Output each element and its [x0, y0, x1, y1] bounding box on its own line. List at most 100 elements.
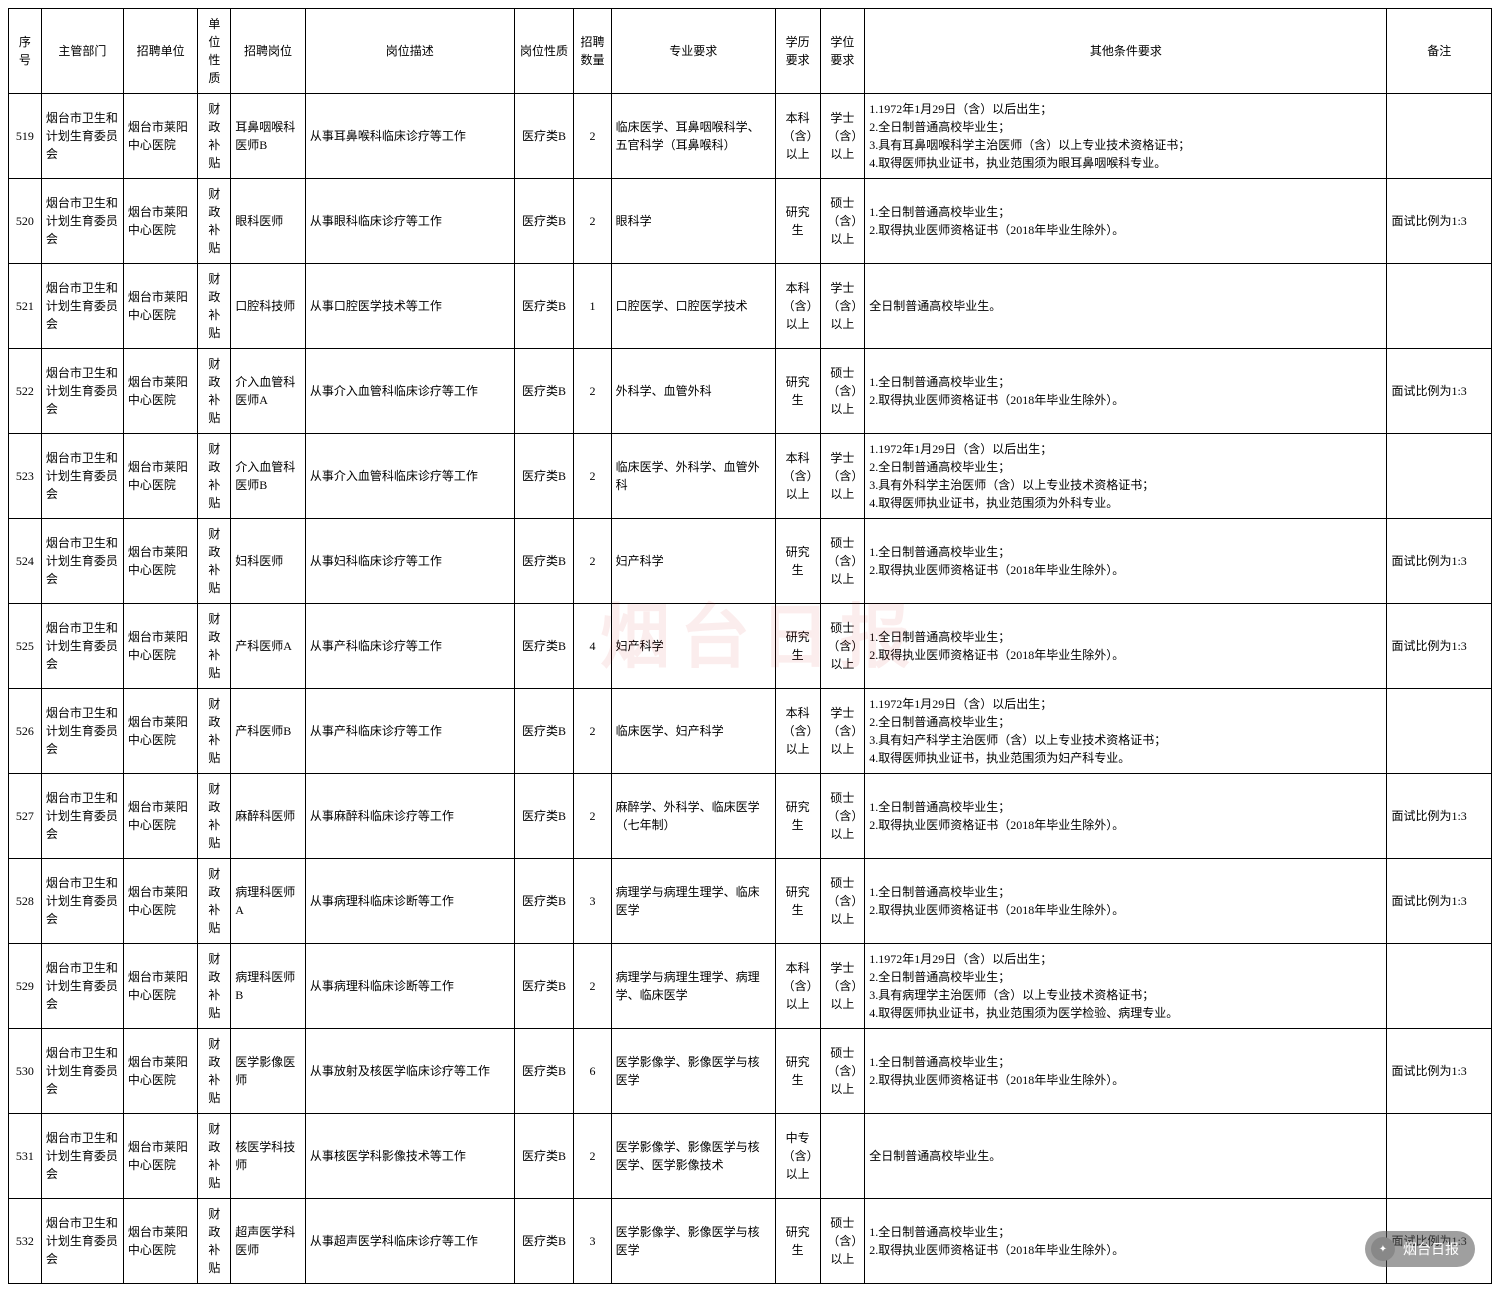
- cell-unit: 烟台市莱阳中心医院: [123, 349, 198, 434]
- cell-desc: 从事麻醉科临床诊疗等工作: [305, 774, 514, 859]
- cell-other: 1.全日制普通高校毕业生；2.取得执业医师资格证书（2018年毕业生除外）。: [865, 519, 1387, 604]
- cell-major: 医学影像学、影像医学与核医学: [611, 1029, 775, 1114]
- cell-other: 1.1972年1月29日（含）以后出生；2.全日制普通高校毕业生；3.具有外科学…: [865, 434, 1387, 519]
- cell-dept: 烟台市卫生和计划生育委员会: [41, 859, 123, 944]
- cell-count: 2: [574, 434, 611, 519]
- cell-edu: 本科（含）以上: [775, 689, 820, 774]
- cell-desc: 从事耳鼻喉科临床诊疗等工作: [305, 94, 514, 179]
- cell-unit: 烟台市莱阳中心医院: [123, 1114, 198, 1199]
- cell-desc: 从事放射及核医学临床诊疗等工作: [305, 1029, 514, 1114]
- cell-count: 1: [574, 264, 611, 349]
- cell-dept: 烟台市卫生和计划生育委员会: [41, 434, 123, 519]
- cell-count: 6: [574, 1029, 611, 1114]
- cell-degree: 学士（含）以上: [820, 94, 865, 179]
- cell-count: 3: [574, 1199, 611, 1284]
- cell-unit: 烟台市莱阳中心医院: [123, 1199, 198, 1284]
- cell-edu: 研究生: [775, 519, 820, 604]
- cell-remark: [1387, 944, 1492, 1029]
- cell-unit: 烟台市莱阳中心医院: [123, 1029, 198, 1114]
- cell-other: 1.全日制普通高校毕业生；2.取得执业医师资格证书（2018年毕业生除外）。: [865, 774, 1387, 859]
- cell-unit: 烟台市莱阳中心医院: [123, 689, 198, 774]
- col-position: 招聘岗位: [231, 9, 306, 94]
- cell-desc: 从事产科临床诊疗等工作: [305, 689, 514, 774]
- cell-unitType: 财政补贴: [198, 944, 231, 1029]
- cell-degree: 硕士（含）以上: [820, 349, 865, 434]
- cell-degree: [820, 1114, 865, 1199]
- cell-degree: 硕士（含）以上: [820, 1199, 865, 1284]
- cell-desc: 从事眼科临床诊疗等工作: [305, 179, 514, 264]
- cell-unitType: 财政补贴: [198, 264, 231, 349]
- cell-desc: 从事病理科临床诊断等工作: [305, 859, 514, 944]
- col-seq: 序号: [9, 9, 42, 94]
- table-row: 532烟台市卫生和计划生育委员会烟台市莱阳中心医院财政补贴超声医学科医师从事超声…: [9, 1199, 1492, 1284]
- cell-seq: 530: [9, 1029, 42, 1114]
- cell-major: 医学影像学、影像医学与核医学、医学影像技术: [611, 1114, 775, 1199]
- cell-dept: 烟台市卫生和计划生育委员会: [41, 1029, 123, 1114]
- cell-unitType: 财政补贴: [198, 774, 231, 859]
- cell-position: 产科医师A: [231, 604, 306, 689]
- table-row: 524烟台市卫生和计划生育委员会烟台市莱阳中心医院财政补贴妇科医师从事妇科临床诊…: [9, 519, 1492, 604]
- cell-major: 麻醉学、外科学、临床医学（七年制）: [611, 774, 775, 859]
- cell-degree: 学士（含）以上: [820, 264, 865, 349]
- col-unit: 招聘单位: [123, 9, 198, 94]
- table-row: 520烟台市卫生和计划生育委员会烟台市莱阳中心医院财政补贴眼科医师从事眼科临床诊…: [9, 179, 1492, 264]
- cell-posType: 医疗类B: [514, 1199, 574, 1284]
- cell-posType: 医疗类B: [514, 264, 574, 349]
- table-row: 521烟台市卫生和计划生育委员会烟台市莱阳中心医院财政补贴口腔科技师从事口腔医学…: [9, 264, 1492, 349]
- cell-posType: 医疗类B: [514, 434, 574, 519]
- cell-count: 3: [574, 859, 611, 944]
- cell-remark: [1387, 264, 1492, 349]
- cell-degree: 硕士（含）以上: [820, 1029, 865, 1114]
- cell-edu: 本科（含）以上: [775, 434, 820, 519]
- cell-other: 1.1972年1月29日（含）以后出生；2.全日制普通高校毕业生；3.具有病理学…: [865, 944, 1387, 1029]
- cell-position: 产科医师B: [231, 689, 306, 774]
- cell-unit: 烟台市莱阳中心医院: [123, 774, 198, 859]
- cell-remark: [1387, 689, 1492, 774]
- cell-position: 超声医学科医师: [231, 1199, 306, 1284]
- cell-position: 口腔科技师: [231, 264, 306, 349]
- cell-degree: 硕士（含）以上: [820, 859, 865, 944]
- table-row: 528烟台市卫生和计划生育委员会烟台市莱阳中心医院财政补贴病理科医师A从事病理科…: [9, 859, 1492, 944]
- col-count: 招聘数量: [574, 9, 611, 94]
- cell-seq: 531: [9, 1114, 42, 1199]
- cell-unitType: 财政补贴: [198, 604, 231, 689]
- cell-degree: 学士（含）以上: [820, 434, 865, 519]
- cell-position: 眼科医师: [231, 179, 306, 264]
- cell-dept: 烟台市卫生和计划生育委员会: [41, 774, 123, 859]
- cell-position: 妇科医师: [231, 519, 306, 604]
- cell-dept: 烟台市卫生和计划生育委员会: [41, 1114, 123, 1199]
- table-row: 527烟台市卫生和计划生育委员会烟台市莱阳中心医院财政补贴麻醉科医师从事麻醉科临…: [9, 774, 1492, 859]
- table-row: 523烟台市卫生和计划生育委员会烟台市莱阳中心医院财政补贴介入血管科医师B从事介…: [9, 434, 1492, 519]
- cell-posType: 医疗类B: [514, 774, 574, 859]
- cell-remark: 面试比例为1:3: [1387, 774, 1492, 859]
- cell-seq: 519: [9, 94, 42, 179]
- cell-remark: 面试比例为1:3: [1387, 604, 1492, 689]
- cell-dept: 烟台市卫生和计划生育委员会: [41, 94, 123, 179]
- cell-seq: 524: [9, 519, 42, 604]
- cell-degree: 学士（含）以上: [820, 689, 865, 774]
- cell-major: 妇产科学: [611, 604, 775, 689]
- cell-seq: 528: [9, 859, 42, 944]
- table-row: 530烟台市卫生和计划生育委员会烟台市莱阳中心医院财政补贴医学影像医师从事放射及…: [9, 1029, 1492, 1114]
- cell-unit: 烟台市莱阳中心医院: [123, 94, 198, 179]
- cell-other: 1.全日制普通高校毕业生；2.取得执业医师资格证书（2018年毕业生除外）。: [865, 1029, 1387, 1114]
- cell-remark: 面试比例为1:3: [1387, 179, 1492, 264]
- col-other: 其他条件要求: [865, 9, 1387, 94]
- footer-badge: ✦ 烟台日报: [1365, 1231, 1475, 1267]
- cell-unitType: 财政补贴: [198, 349, 231, 434]
- cell-other: 1.全日制普通高校毕业生；2.取得执业医师资格证书（2018年毕业生除外）。: [865, 859, 1387, 944]
- cell-position: 医学影像医师: [231, 1029, 306, 1114]
- cell-degree: 硕士（含）以上: [820, 519, 865, 604]
- cell-dept: 烟台市卫生和计划生育委员会: [41, 689, 123, 774]
- cell-unitType: 财政补贴: [198, 1199, 231, 1284]
- cell-edu: 研究生: [775, 1029, 820, 1114]
- cell-seq: 527: [9, 774, 42, 859]
- cell-degree: 硕士（含）以上: [820, 179, 865, 264]
- cell-major: 临床医学、外科学、血管外科: [611, 434, 775, 519]
- col-remark: 备注: [1387, 9, 1492, 94]
- cell-count: 4: [574, 604, 611, 689]
- cell-edu: 研究生: [775, 859, 820, 944]
- cell-unitType: 财政补贴: [198, 434, 231, 519]
- cell-unitType: 财政补贴: [198, 179, 231, 264]
- cell-major: 病理学与病理生理学、病理学、临床医学: [611, 944, 775, 1029]
